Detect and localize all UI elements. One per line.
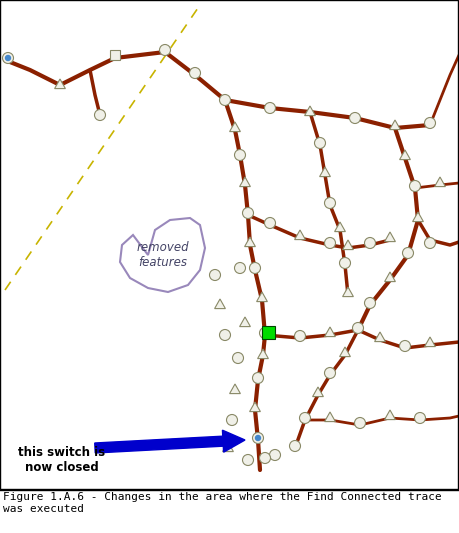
Polygon shape bbox=[250, 402, 260, 411]
Circle shape bbox=[159, 44, 170, 55]
Circle shape bbox=[259, 327, 270, 338]
Circle shape bbox=[242, 455, 253, 465]
Circle shape bbox=[314, 138, 325, 149]
Polygon shape bbox=[319, 167, 330, 176]
Circle shape bbox=[353, 322, 364, 334]
Circle shape bbox=[325, 198, 336, 208]
Circle shape bbox=[219, 94, 230, 106]
Circle shape bbox=[300, 413, 310, 424]
Polygon shape bbox=[375, 332, 386, 342]
Circle shape bbox=[250, 262, 261, 273]
Circle shape bbox=[209, 270, 220, 280]
Polygon shape bbox=[230, 122, 241, 132]
Circle shape bbox=[409, 181, 420, 191]
Circle shape bbox=[256, 435, 261, 440]
Text: removed
features: removed features bbox=[137, 241, 189, 269]
Circle shape bbox=[295, 330, 306, 342]
Polygon shape bbox=[385, 410, 395, 419]
Circle shape bbox=[259, 453, 270, 464]
Circle shape bbox=[364, 297, 375, 309]
Polygon shape bbox=[55, 79, 65, 88]
Polygon shape bbox=[390, 120, 400, 130]
Polygon shape bbox=[230, 384, 241, 393]
Circle shape bbox=[290, 440, 301, 451]
Polygon shape bbox=[400, 150, 410, 159]
Polygon shape bbox=[335, 222, 346, 232]
Circle shape bbox=[226, 415, 237, 425]
Circle shape bbox=[349, 112, 360, 124]
Polygon shape bbox=[325, 412, 336, 422]
Polygon shape bbox=[342, 287, 353, 296]
Circle shape bbox=[399, 341, 410, 351]
Polygon shape bbox=[257, 292, 268, 302]
Polygon shape bbox=[257, 349, 269, 359]
Circle shape bbox=[252, 432, 263, 443]
Polygon shape bbox=[435, 177, 445, 187]
Text: Figure 1.A.6 - Changes in the area where the Find Connected trace
was executed: Figure 1.A.6 - Changes in the area where… bbox=[3, 492, 442, 514]
Circle shape bbox=[403, 247, 414, 259]
Circle shape bbox=[6, 55, 11, 61]
Text: this switch is
now closed: this switch is now closed bbox=[18, 446, 106, 474]
Polygon shape bbox=[305, 106, 315, 116]
Polygon shape bbox=[223, 442, 233, 451]
Circle shape bbox=[2, 52, 13, 63]
Circle shape bbox=[264, 102, 275, 114]
Circle shape bbox=[364, 238, 375, 248]
Polygon shape bbox=[295, 230, 305, 240]
Circle shape bbox=[340, 257, 351, 269]
Polygon shape bbox=[385, 272, 395, 281]
Circle shape bbox=[190, 68, 201, 78]
Polygon shape bbox=[425, 337, 436, 346]
Polygon shape bbox=[342, 240, 353, 249]
Circle shape bbox=[414, 413, 425, 424]
Circle shape bbox=[242, 207, 253, 219]
Circle shape bbox=[425, 238, 436, 248]
Polygon shape bbox=[245, 237, 255, 247]
Polygon shape bbox=[340, 347, 350, 357]
Polygon shape bbox=[240, 177, 251, 187]
Circle shape bbox=[235, 262, 246, 273]
Circle shape bbox=[325, 367, 336, 378]
Polygon shape bbox=[313, 387, 324, 397]
Circle shape bbox=[95, 109, 106, 120]
Polygon shape bbox=[215, 299, 225, 309]
Polygon shape bbox=[240, 317, 251, 327]
Circle shape bbox=[425, 117, 436, 128]
Circle shape bbox=[233, 352, 244, 364]
Bar bbox=[110, 50, 120, 60]
Circle shape bbox=[354, 417, 365, 429]
Circle shape bbox=[325, 238, 336, 248]
Circle shape bbox=[269, 449, 280, 461]
Polygon shape bbox=[325, 327, 336, 337]
FancyArrow shape bbox=[95, 430, 245, 453]
Circle shape bbox=[235, 149, 246, 160]
Polygon shape bbox=[385, 232, 395, 241]
Circle shape bbox=[264, 217, 275, 229]
Circle shape bbox=[219, 329, 230, 341]
Polygon shape bbox=[413, 212, 423, 222]
Bar bbox=[262, 326, 274, 338]
Circle shape bbox=[252, 373, 263, 384]
